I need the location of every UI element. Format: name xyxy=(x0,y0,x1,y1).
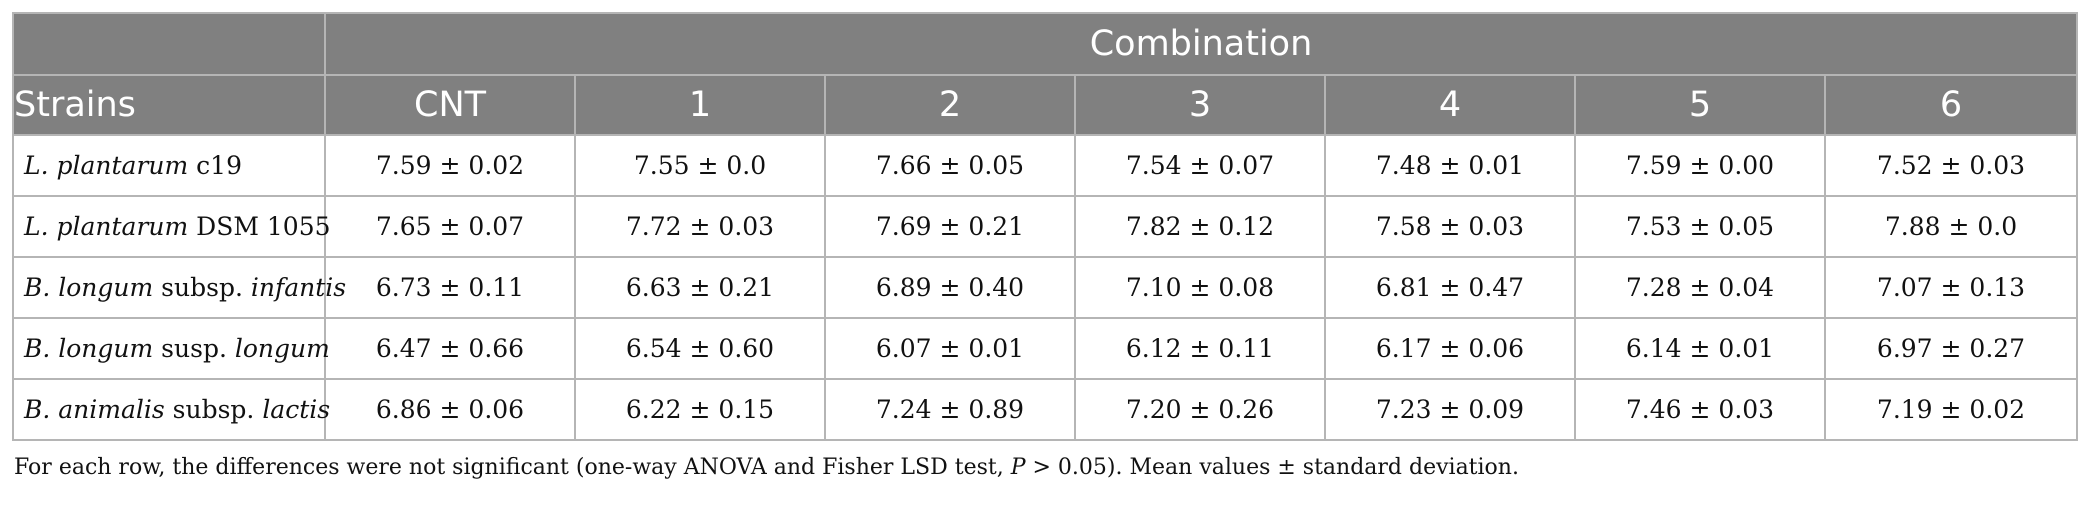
empty-corner-cell xyxy=(12,12,326,76)
combination-header: Combination xyxy=(323,12,2079,76)
value-cell: 7.53 ± 0.05 xyxy=(1574,195,1826,258)
strain-name-cell: B. longum susp. longum xyxy=(12,317,330,380)
strain-name-cell: L. plantarum DSM 1055 xyxy=(12,195,331,258)
strain-name-part: subsp. xyxy=(164,395,263,424)
table-row: L. plantarum DSM 1055 7.65 ± 0.07 7.72 ± 0… xyxy=(12,195,2079,258)
value-cell: 6.73 ± 0.11 xyxy=(324,256,576,319)
strain-name-part: DSM 1055 xyxy=(188,212,331,241)
strain-name-cell: B. longum subsp. infantis xyxy=(12,256,346,319)
value-cell: 6.07 ± 0.01 xyxy=(824,317,1076,380)
footnote-text-before: For each row, the differences were not s… xyxy=(14,455,1011,480)
column-header-2: 2 xyxy=(824,74,1076,136)
group-header-row: Combination xyxy=(12,12,2079,76)
column-header-5: 5 xyxy=(1574,74,1826,136)
value-cell: 6.22 ± 0.15 xyxy=(574,378,826,441)
strain-name-part: B. longum xyxy=(24,273,154,302)
value-cell: 7.28 ± 0.04 xyxy=(1574,256,1826,319)
value-cell: 6.97 ± 0.27 xyxy=(1823,317,2079,380)
column-header-4: 4 xyxy=(1324,74,1576,136)
value-cell: 7.23 ± 0.09 xyxy=(1324,378,1576,441)
column-header-1: 1 xyxy=(574,74,826,136)
strain-name-cell: L. plantarum c19 xyxy=(12,134,326,197)
column-header-row: Strains CNT 1 2 3 4 5 6 xyxy=(12,74,2079,136)
value-cell: 7.58 ± 0.03 xyxy=(1324,195,1576,258)
strain-name-cell: B. animalis subsp. lactis xyxy=(12,378,330,441)
column-header-cnt: CNT xyxy=(324,74,576,136)
table-container: Combination Strains CNT 1 2 3 4 5 6 L. plantar… xyxy=(12,12,2079,480)
strain-name-part: L. plantarum xyxy=(24,151,189,180)
strain-name-part: L. plantarum xyxy=(24,212,189,241)
value-cell: 6.14 ± 0.01 xyxy=(1574,317,1826,380)
value-cell: 6.12 ± 0.11 xyxy=(1074,317,1326,380)
column-header-3: 3 xyxy=(1074,74,1326,136)
value-cell: 6.17 ± 0.06 xyxy=(1324,317,1576,380)
strain-name-part: B. longum xyxy=(24,334,154,363)
value-cell: 6.86 ± 0.06 xyxy=(324,378,576,441)
table-row: L. plantarum c19 7.59 ± 0.02 7.55 ± 0.0 7.6… xyxy=(12,134,2079,197)
table-row: B. longum susp. longum 6.47 ± 0.66 6.54 ± … xyxy=(12,317,2079,380)
value-cell: 7.24 ± 0.89 xyxy=(824,378,1076,441)
value-cell: 6.54 ± 0.60 xyxy=(574,317,826,380)
value-cell: 7.66 ± 0.05 xyxy=(824,134,1076,197)
results-table: Combination Strains CNT 1 2 3 4 5 6 L. plantar… xyxy=(12,12,2079,441)
value-cell: 7.82 ± 0.12 xyxy=(1074,195,1326,258)
value-cell: 7.19 ± 0.02 xyxy=(1823,378,2079,441)
strain-name-part: susp. xyxy=(153,334,235,363)
value-cell: 6.47 ± 0.66 xyxy=(324,317,576,380)
value-cell: 6.63 ± 0.21 xyxy=(574,256,826,319)
strain-name-part: longum xyxy=(234,334,330,363)
strain-name-part: lactis xyxy=(262,395,331,424)
strain-name-part: subsp. xyxy=(153,273,251,302)
value-cell: 7.59 ± 0.02 xyxy=(324,134,576,197)
value-cell: 7.10 ± 0.08 xyxy=(1074,256,1326,319)
table-footnote: For each row, the differences were not s… xyxy=(12,455,2076,480)
strain-name-part: c19 xyxy=(188,151,242,180)
table-row: B. animalis subsp. lactis 6.86 ± 0.06 6.22… xyxy=(12,378,2079,441)
value-cell: 7.69 ± 0.21 xyxy=(824,195,1076,258)
strain-name-part: B. animalis xyxy=(24,395,165,424)
column-header-6: 6 xyxy=(1823,74,2079,136)
value-cell: 7.59 ± 0.00 xyxy=(1574,134,1826,197)
value-cell: 7.88 ± 0.0 xyxy=(1823,195,2079,258)
strains-header: Strains xyxy=(12,74,326,136)
value-cell: 6.89 ± 0.40 xyxy=(824,256,1076,319)
value-cell: 6.81 ± 0.47 xyxy=(1324,256,1576,319)
footnote-text-after: > 0.05). Mean values ± standard deviatio… xyxy=(1025,455,1519,480)
value-cell: 7.46 ± 0.03 xyxy=(1574,378,1826,441)
value-cell: 7.54 ± 0.07 xyxy=(1074,134,1326,197)
value-cell: 7.20 ± 0.26 xyxy=(1074,378,1326,441)
value-cell: 7.52 ± 0.03 xyxy=(1823,134,2079,197)
strain-name-part: infantis xyxy=(250,273,347,302)
footnote-p-symbol: P xyxy=(1010,455,1026,480)
value-cell: 7.65 ± 0.07 xyxy=(324,195,576,258)
table-body: L. plantarum c19 7.59 ± 0.02 7.55 ± 0.0 7.6… xyxy=(12,134,2079,441)
table-row: B. longum subsp. infantis 6.73 ± 0.11 6.63… xyxy=(12,256,2079,319)
value-cell: 7.72 ± 0.03 xyxy=(574,195,826,258)
value-cell: 7.07 ± 0.13 xyxy=(1823,256,2079,319)
value-cell: 7.48 ± 0.01 xyxy=(1324,134,1576,197)
value-cell: 7.55 ± 0.0 xyxy=(574,134,826,197)
